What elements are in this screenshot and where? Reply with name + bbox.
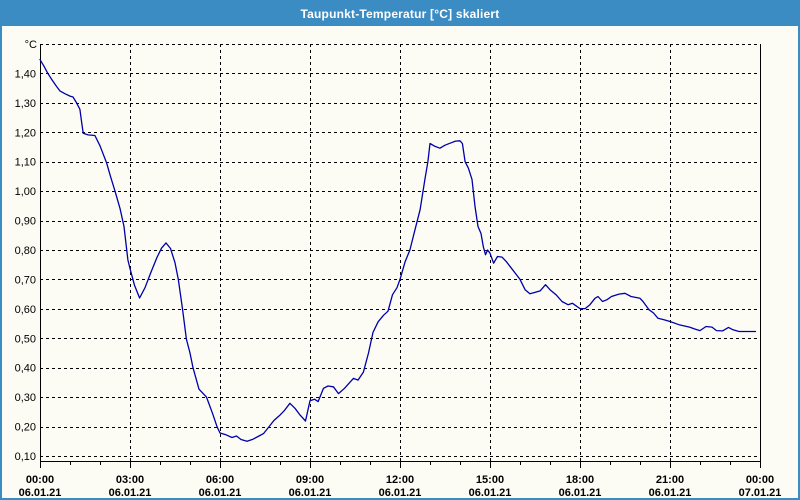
svg-text:0,60: 0,60 [15,304,36,316]
x-date-label: 07.01.21 [739,487,782,498]
svg-text:1,30: 1,30 [15,98,36,110]
svg-text:0,40: 0,40 [15,363,36,375]
x-date-label: 06.01.21 [199,487,242,498]
x-time-label: 12:00 [386,474,414,486]
chart-title: Taupunkt-Temperatur [°C] skaliert [300,7,500,21]
x-date-label: 06.01.21 [559,487,602,498]
y-axis-unit: °C [25,39,37,51]
x-tick-labels: 00:0006.01.2103:0006.01.2106:0006.01.210… [19,474,782,498]
x-time-label: 21:00 [656,474,684,486]
x-time-label: 00:00 [746,474,774,486]
chart-area: 0,10 0,20 0,30 0,40 0,50 0,60 0,70 0,80 0,90 1,00… [2,26,798,498]
x-time-label: 06:00 [206,474,234,486]
svg-text:0,20: 0,20 [15,422,36,434]
svg-text:1,10: 1,10 [15,157,36,169]
series-line-taupunkt [39,58,757,442]
svg-text:1,40: 1,40 [15,68,36,80]
svg-text:0,80: 0,80 [15,245,36,257]
x-date-label: 06.01.21 [19,487,62,498]
x-time-label: 15:00 [476,474,504,486]
y-tick-labels: 0,10 0,20 0,30 0,40 0,50 0,60 0,70 0,80 0,90 1,00… [15,39,37,463]
svg-text:1,00: 1,00 [15,186,36,198]
svg-text:0,70: 0,70 [15,274,36,286]
chart-canvas: 0,10 0,20 0,30 0,40 0,50 0,60 0,70 0,80 0,90 1,00… [15,39,782,498]
x-time-label: 09:00 [296,474,324,486]
x-ticks [40,461,761,468]
svg-text:0,90: 0,90 [15,216,36,228]
x-date-label: 06.01.21 [379,487,422,498]
x-time-label: 18:00 [566,474,594,486]
v-gridlines [130,44,671,461]
x-time-label: 03:00 [116,474,144,486]
x-date-label: 06.01.21 [649,487,692,498]
x-date-label: 06.01.21 [469,487,512,498]
svg-text:1,20: 1,20 [15,127,36,139]
svg-text:0,30: 0,30 [15,392,36,404]
x-time-label: 00:00 [26,474,54,486]
title-bar: Taupunkt-Temperatur [°C] skaliert [2,2,798,26]
x-date-label: 06.01.21 [109,487,152,498]
svg-text:0,10: 0,10 [15,451,36,463]
x-date-label: 06.01.21 [289,487,332,498]
svg-text:0,50: 0,50 [15,333,36,345]
